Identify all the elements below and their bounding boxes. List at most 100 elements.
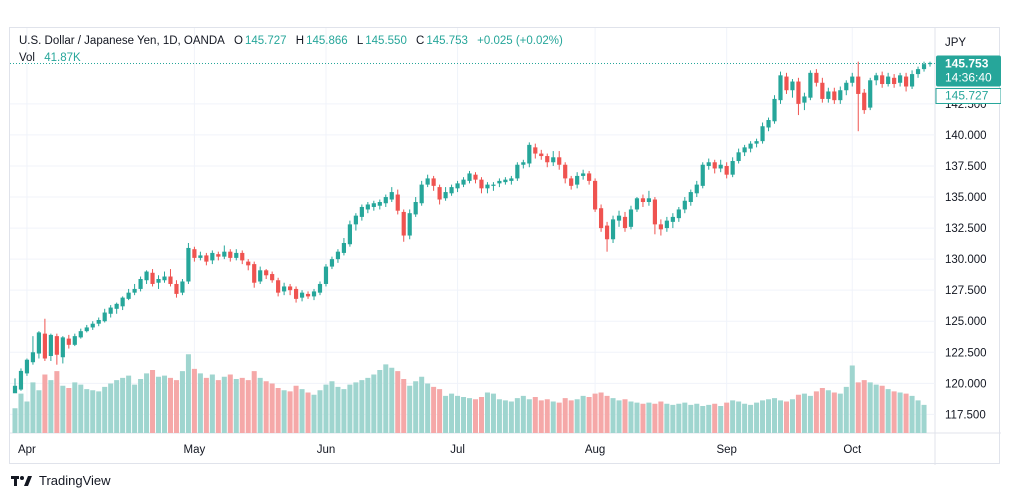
- price-tick-label: 140.000: [945, 130, 987, 142]
- open-price-box: [935, 87, 1001, 104]
- candle-body: [688, 192, 693, 202]
- volume-bar: [837, 393, 843, 433]
- volume-bar: [921, 404, 927, 433]
- volume-bar: [544, 399, 550, 433]
- candle-body: [604, 225, 610, 240]
- volume-bar: [126, 375, 132, 433]
- volume-bar: [209, 374, 215, 433]
- candle-body: [246, 261, 251, 266]
- volume-bar: [167, 377, 173, 433]
- candle-body: [216, 254, 221, 257]
- candle-body: [742, 147, 747, 153]
- candle-body: [365, 204, 370, 210]
- volume-bar: [269, 383, 275, 433]
- volume-bar: [670, 404, 676, 433]
- volume-bar: [879, 385, 885, 433]
- volume-bar: [413, 381, 419, 433]
- volume-bar: [197, 373, 203, 433]
- low-label: L: [356, 35, 364, 47]
- candle-body: [48, 334, 53, 356]
- candle-body: [802, 96, 807, 103]
- candle-body: [329, 259, 335, 267]
- volume-bar: [658, 401, 664, 433]
- candle-body: [766, 120, 771, 128]
- candle-body: [503, 179, 508, 183]
- candle-body: [24, 359, 30, 374]
- candle-body: [407, 213, 412, 236]
- candle-body: [479, 179, 484, 189]
- candle-body: [311, 291, 317, 297]
- candle-body: [682, 200, 687, 210]
- volume-bar: [185, 354, 191, 433]
- volume-bar: [772, 398, 778, 433]
- price-tick-label: 130.000: [945, 254, 987, 266]
- candle-body: [784, 76, 789, 91]
- candle-body: [880, 75, 885, 85]
- candle-body: [425, 178, 430, 185]
- volume-bar: [359, 380, 365, 433]
- volume-bar: [161, 375, 168, 433]
- price-tick-label: 132.500: [945, 223, 987, 235]
- candle-body: [395, 194, 400, 211]
- volume-bar: [287, 391, 293, 433]
- candle-body: [437, 187, 442, 200]
- volume-bar: [90, 390, 96, 433]
- volume-bar: [239, 377, 245, 433]
- volume-bar: [915, 400, 921, 433]
- volume-bar: [54, 371, 60, 433]
- chart-canvas[interactable]: 142.500140.000137.500135.000132.500130.0…: [10, 28, 1001, 465]
- candle-body: [539, 153, 544, 157]
- volume-bar: [676, 403, 682, 433]
- volume-bar: [114, 380, 120, 433]
- candle-body: [72, 336, 77, 345]
- volume-bar: [449, 393, 455, 433]
- volume-bar: [718, 406, 724, 433]
- candle-body: [443, 192, 448, 199]
- volume-bar: [646, 402, 652, 433]
- candle-body: [527, 144, 532, 164]
- tradingview-logo-icon: [11, 475, 32, 486]
- candle-body: [616, 215, 622, 221]
- volume-bar: [305, 392, 311, 433]
- candle-body: [473, 174, 478, 180]
- volume-bar: [855, 382, 861, 433]
- volume-bar: [78, 384, 84, 433]
- volume-bar: [795, 394, 801, 433]
- volume-bar: [526, 399, 532, 433]
- candle-body: [718, 164, 723, 169]
- candle-body: [66, 338, 71, 345]
- chart-frame[interactable]: 142.500 140.000 137.500 135.000 132.500 130.0…: [9, 27, 1001, 465]
- candle-body: [670, 216, 675, 222]
- volume-bar: [897, 392, 903, 433]
- volume-bar: [825, 390, 831, 433]
- tradingview-footer[interactable]: TradingView: [11, 473, 111, 488]
- volume-bar: [42, 374, 48, 433]
- volume-bar: [652, 403, 658, 433]
- candle-body: [634, 198, 640, 210]
- volume-bar: [407, 385, 413, 433]
- volume-bar: [443, 395, 449, 433]
- volume-bar: [801, 393, 807, 433]
- volume-bar: [84, 389, 90, 433]
- volume-bar: [335, 386, 341, 433]
- volume-bar: [389, 367, 395, 433]
- candle-body: [18, 370, 24, 390]
- currency-label: JPY: [945, 37, 966, 49]
- volume-bar: [538, 400, 544, 433]
- volume-bar: [502, 400, 508, 433]
- time-tick-label: Jul: [450, 444, 465, 456]
- candle-body: [676, 209, 681, 219]
- candle-body: [252, 264, 257, 283]
- volume-bar: [233, 379, 239, 433]
- vol-label: Vol: [19, 52, 35, 64]
- candle-body: [646, 198, 652, 202]
- volume-bar: [221, 376, 227, 433]
- volume-bar: [347, 384, 353, 433]
- candle-body: [862, 92, 867, 111]
- volume-bar: [849, 365, 855, 433]
- last-price-box: [936, 55, 1001, 87]
- volume-bar: [748, 404, 754, 433]
- volume-bar: [281, 390, 287, 433]
- open-price-label: 145.727: [945, 88, 989, 102]
- candle-body: [509, 178, 514, 181]
